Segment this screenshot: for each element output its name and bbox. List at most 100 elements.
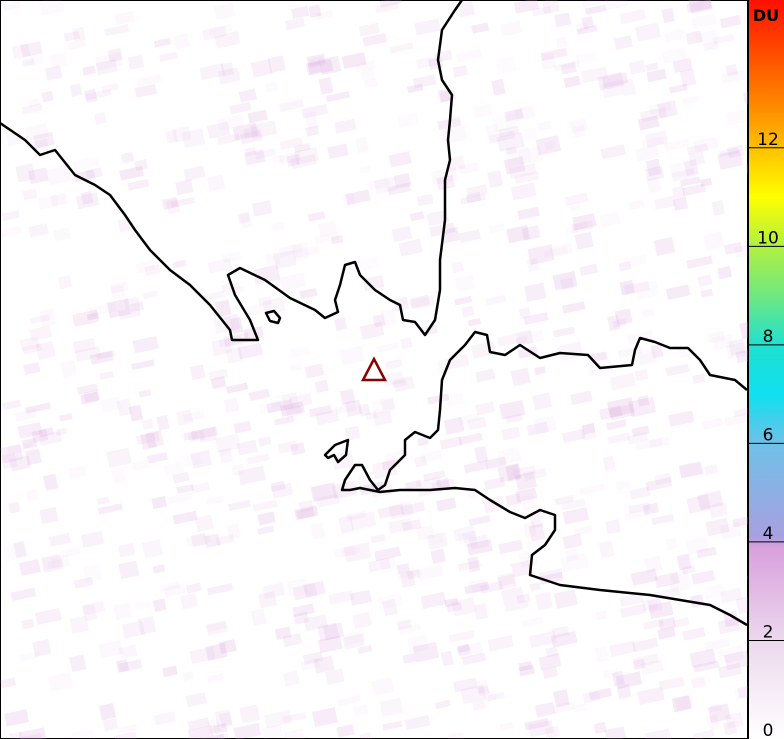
so2-pixel [308,404,333,418]
so2-pixel [339,345,365,366]
so2-pixel [635,438,663,451]
so2-pixel [472,699,486,711]
so2-pixel [252,264,281,285]
colorbar-tick-label: 4 [763,524,774,544]
colorbar-tick-label: 0 [763,721,774,739]
so2-pixel [21,437,38,450]
colorbar-tick-label: 12 [757,130,779,150]
so2-pixel [685,30,703,45]
so2-pixel [523,467,548,481]
so2-pixel [346,510,366,521]
so2-pixel [273,250,297,270]
so2-pixel [262,296,286,316]
so2-pixel [345,399,363,417]
so2-pixel [501,586,525,606]
so2-pixel [523,126,538,142]
so2-pixel [296,507,315,520]
so2-pixel [711,199,725,216]
so2-pixel [249,120,278,139]
so2-pixel [152,564,166,574]
so2-pixel [96,496,110,505]
so2-pixel [538,568,563,582]
so2-pixel [467,317,481,327]
so2-pixel [181,128,206,149]
so2-pixel [140,432,157,450]
so2-pixel [693,660,720,673]
so2-pixel [454,274,476,293]
so2-pixel [41,90,54,103]
so2-pixel [639,107,668,123]
so2-pixel [534,591,553,611]
so2-pixel [644,555,663,574]
colorbar-tick-label: 2 [763,622,774,642]
so2-pixel [585,4,607,15]
so2-pixel [182,670,195,682]
so2-pixel [561,498,587,511]
so2-pixel [621,283,636,295]
so2-pixel [444,391,465,408]
so2-pixel [357,644,373,654]
so2-pixel [340,546,362,558]
so2-pixel [618,261,632,272]
so2-pixel [637,395,650,407]
so2-pixel [274,626,292,640]
so2-pixel [349,589,372,606]
so2-pixel [553,589,578,609]
so2-pixel [679,68,697,87]
so2-pixel [382,720,403,731]
so2-pixel [533,415,557,435]
so2-pixel [637,349,658,367]
so2-pixel [647,598,663,613]
so2-pixel [409,211,425,222]
so2-pixel [708,502,728,519]
so2-pixel [457,559,482,572]
so2-pixel [185,692,208,708]
so2-pixel [703,637,731,652]
so2-pixel [233,722,262,739]
so2-pixel [725,64,738,77]
so2-pixel [436,477,451,491]
so2-pixel [497,572,516,587]
so2-pixel [379,556,398,573]
so2-pixel [312,707,338,728]
so2-pixel [726,340,748,360]
so2-pixel [282,670,300,687]
so2-pixel [737,684,748,699]
so2-pixel [39,506,59,525]
so2-pixel [230,317,244,335]
so2-pixel [23,362,41,375]
colorbar: DU 0 2 4 6 8 10 12 [748,0,784,739]
so2-pixel [672,57,693,74]
so2-pixel [270,480,286,492]
so2-pixel [607,314,621,332]
so2-pixel [0,443,24,464]
so2-pixel [85,167,104,180]
so2-pixel [84,88,112,101]
so2-pixel [246,453,270,465]
so2-pixel [80,530,104,548]
so2-pixel [487,169,504,188]
so2-pixel [359,321,385,340]
so2-pixel [73,576,94,589]
so2-pixel [308,4,322,18]
so2-pixel [578,483,605,496]
so2-pixel [691,569,716,585]
so2-pixel [21,103,43,115]
so2-pixel [239,704,261,724]
so2-pixel [590,351,608,363]
so2-pixel [41,554,64,573]
so2-pixel [466,184,488,198]
so2-pixel [707,703,731,723]
so2-pixel [173,33,190,50]
so2-pixel [451,596,477,617]
so2-pixel [264,251,281,267]
so2-pixel [284,17,306,31]
so2-pixel [517,329,545,346]
so2-pixel [59,413,73,422]
so2-pixel [359,732,373,739]
so2-pixel [50,192,68,207]
so2-pixel [106,298,132,319]
so2-pixel [100,396,122,413]
so2-pixel [217,67,241,85]
so2-pixel [721,69,746,84]
